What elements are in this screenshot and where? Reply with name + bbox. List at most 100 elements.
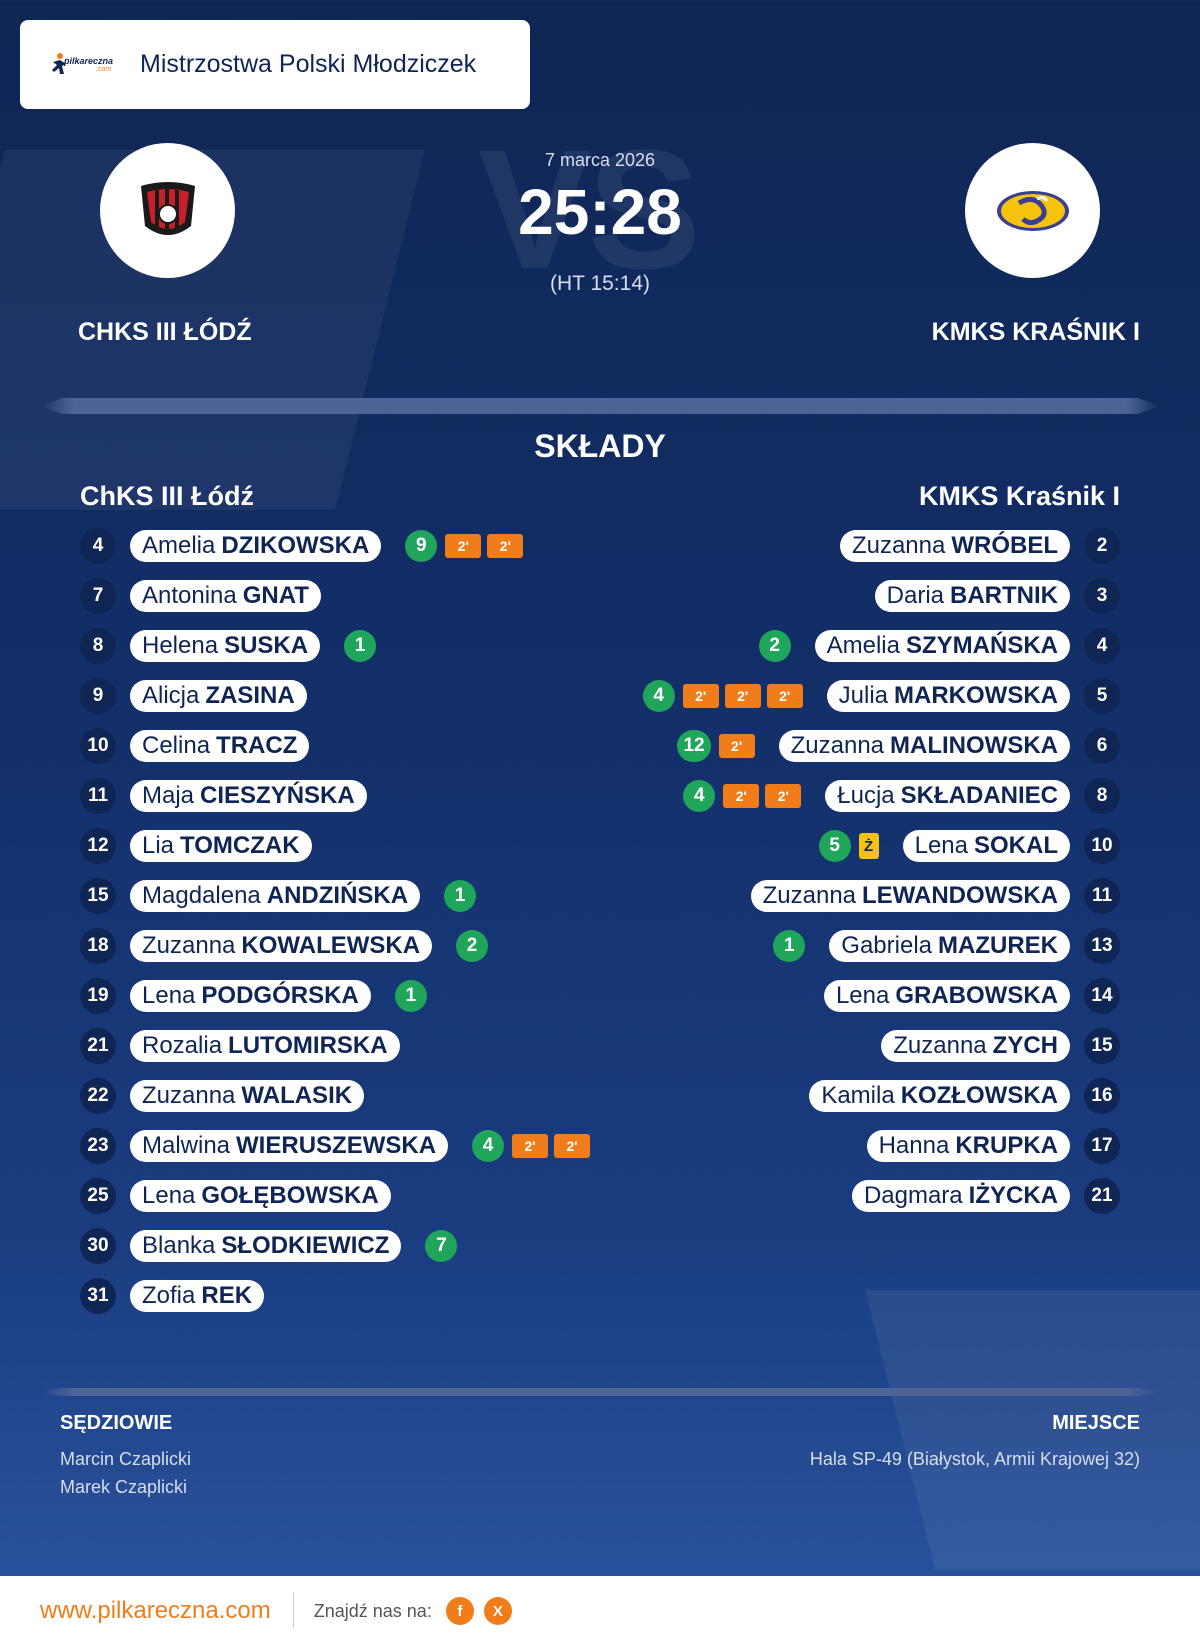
- player-row[interactable]: 11 Zuzanna LEWANDOWSKA: [750, 878, 1120, 914]
- divider: [40, 1388, 1160, 1396]
- away-team-logo[interactable]: [965, 143, 1100, 278]
- player-row[interactable]: 11 Maja CIESZYŃSKA: [80, 778, 367, 814]
- player-row[interactable]: 9 Alicja ZASINA: [80, 678, 307, 714]
- player-name[interactable]: Zuzanna KOWALEWSKA: [130, 930, 433, 962]
- player-name[interactable]: Amelia DZIKOWSKA: [130, 530, 382, 562]
- player-last-name: SŁODKIEWICZ: [221, 1232, 390, 1259]
- player-first-name: Lena: [835, 982, 890, 1009]
- player-name[interactable]: Zofia REK: [130, 1280, 265, 1312]
- goals-badge: 9: [405, 530, 438, 562]
- player-name[interactable]: Zuzanna LEWANDOWSKA: [750, 880, 1070, 912]
- player-row[interactable]: 15 Magdalena ANDZIŃSKA 1: [80, 878, 477, 914]
- player-name[interactable]: Dagmara IŻYCKA: [851, 1180, 1070, 1212]
- player-name[interactable]: Julia MARKOWSKA: [826, 680, 1070, 712]
- player-name[interactable]: Blanka SŁODKIEWICZ: [130, 1230, 402, 1262]
- player-name[interactable]: Lena PODGÓRSKA: [130, 980, 371, 1012]
- player-row[interactable]: 8 Helena SUSKA 1: [80, 628, 377, 664]
- player-stats: 7: [425, 1230, 458, 1262]
- player-last-name: SKŁADANIEC: [900, 782, 1058, 809]
- player-name[interactable]: Celina TRACZ: [130, 730, 310, 762]
- player-row[interactable]: 5 Julia MARKOWSKA 4 2' 2' 2': [642, 678, 1120, 714]
- player-row[interactable]: 14 Lena GRABOWSKA: [823, 978, 1120, 1014]
- jersey-number: 13: [1084, 928, 1120, 964]
- jersey-number: 15: [80, 878, 116, 914]
- player-last-name: LEWANDOWSKA: [862, 882, 1058, 909]
- jersey-number: 18: [80, 928, 116, 964]
- x-icon[interactable]: X: [483, 1597, 512, 1625]
- player-stats: 4 2' 2': [472, 1130, 591, 1162]
- player-name[interactable]: Zuzanna WRÓBEL: [839, 530, 1070, 562]
- player-row[interactable]: 21 Dagmara IŻYCKA: [851, 1178, 1120, 1214]
- player-row[interactable]: 10 Celina TRACZ: [80, 728, 310, 764]
- player-name[interactable]: Malwina WIERUSZEWSKA: [130, 1130, 449, 1162]
- jersey-number: 9: [80, 678, 116, 714]
- player-name[interactable]: Zuzanna ZYCH: [881, 1030, 1070, 1062]
- player-last-name: GRABOWSKA: [895, 982, 1058, 1009]
- player-row[interactable]: 18 Zuzanna KOWALEWSKA 2: [80, 928, 489, 964]
- jersey-number: 4: [1084, 628, 1120, 664]
- player-name[interactable]: Hanna KRUPKA: [866, 1130, 1070, 1162]
- goals-badge: 2: [758, 630, 791, 662]
- player-name[interactable]: Helena SUSKA: [130, 630, 321, 662]
- player-row[interactable]: 2 Zuzanna WRÓBEL: [839, 528, 1120, 564]
- player-row[interactable]: 4 Amelia SZYMAŃSKA 2: [758, 628, 1120, 664]
- player-row[interactable]: 16 Kamila KOZŁOWSKA: [809, 1078, 1120, 1114]
- goals-badge: 2: [456, 930, 489, 962]
- player-row[interactable]: 12 Lia TOMCZAK: [80, 828, 312, 864]
- referee-name: Marcin Czaplicki: [60, 1449, 192, 1469]
- player-name[interactable]: Kamila KOZŁOWSKA: [809, 1080, 1070, 1112]
- player-name[interactable]: Gabriela MAZUREK: [829, 930, 1070, 962]
- player-name[interactable]: Daria BARTNIK: [874, 580, 1070, 612]
- player-first-name: Blanka: [142, 1232, 216, 1259]
- player-row[interactable]: 3 Daria BARTNIK: [874, 578, 1120, 614]
- player-row[interactable]: 15 Zuzanna ZYCH: [881, 1028, 1120, 1064]
- player-last-name: REK: [201, 1282, 253, 1309]
- jersey-number: 19: [80, 978, 116, 1014]
- player-first-name: Daria: [886, 582, 944, 609]
- player-row[interactable]: 17 Hanna KRUPKA: [866, 1128, 1120, 1164]
- player-row[interactable]: 13 Gabriela MAZUREK 1: [773, 928, 1120, 964]
- suspension-badge: 2': [487, 534, 524, 558]
- player-last-name: KRUPKA: [955, 1132, 1058, 1159]
- jersey-number: 8: [80, 628, 116, 664]
- player-row[interactable]: 4 Amelia DZIKOWSKA 9 2' 2': [80, 528, 524, 564]
- player-name[interactable]: Zuzanna MALINOWSKA: [778, 730, 1070, 762]
- player-row[interactable]: 7 Antonina GNAT: [80, 578, 321, 614]
- player-last-name: WRÓBEL: [951, 532, 1058, 559]
- player-row[interactable]: 30 Blanka SŁODKIEWICZ 7: [80, 1228, 458, 1264]
- player-name[interactable]: Lena SOKAL: [902, 830, 1070, 862]
- site-link[interactable]: www.pilkareczna.com: [40, 1597, 271, 1624]
- player-row[interactable]: 25 Lena GOŁĘBOWSKA: [80, 1178, 391, 1214]
- player-row[interactable]: 22 Zuzanna WALASIK: [80, 1078, 365, 1114]
- player-name[interactable]: Lia TOMCZAK: [130, 830, 312, 862]
- player-name[interactable]: Rozalia LUTOMIRSKA: [130, 1030, 400, 1062]
- player-name[interactable]: Lena GOŁĘBOWSKA: [130, 1180, 391, 1212]
- player-name[interactable]: Alicja ZASINA: [130, 680, 307, 712]
- player-last-name: SOKAL: [974, 832, 1058, 859]
- away-team-name[interactable]: KMKS KRAŚNIK I: [931, 318, 1140, 346]
- player-name[interactable]: Maja CIESZYŃSKA: [130, 780, 367, 812]
- player-name[interactable]: Antonina GNAT: [130, 580, 321, 612]
- player-name[interactable]: Magdalena ANDZIŃSKA: [130, 880, 421, 912]
- facebook-icon[interactable]: f: [445, 1597, 474, 1625]
- player-row[interactable]: 8 Łucja SKŁADANIEC 4 2' 2': [683, 778, 1120, 814]
- brand-logo[interactable]: pilkareczna .com: [50, 48, 122, 82]
- player-row[interactable]: 23 Malwina WIERUSZEWSKA 4 2' 2': [80, 1128, 591, 1164]
- player-name[interactable]: Amelia SZYMAŃSKA: [814, 630, 1070, 662]
- divider: [292, 1593, 294, 1629]
- player-row[interactable]: 21 Rozalia LUTOMIRSKA: [80, 1028, 400, 1064]
- goals-badge: 1: [773, 930, 806, 962]
- player-first-name: Celina: [142, 732, 211, 759]
- jersey-number: 25: [80, 1178, 116, 1214]
- player-row[interactable]: 31 Zofia REK: [80, 1278, 265, 1314]
- jersey-number: 21: [80, 1028, 116, 1064]
- home-team-name[interactable]: CHKS III ŁÓDŹ: [78, 318, 252, 346]
- player-name[interactable]: Zuzanna WALASIK: [130, 1080, 365, 1112]
- player-row[interactable]: 6 Zuzanna MALINOWSKA 12 2': [677, 728, 1120, 764]
- player-name[interactable]: Lena GRABOWSKA: [823, 980, 1070, 1012]
- player-first-name: Rozalia: [142, 1032, 223, 1059]
- player-row[interactable]: 19 Lena PODGÓRSKA 1: [80, 978, 427, 1014]
- player-name[interactable]: Łucja SKŁADANIEC: [825, 780, 1070, 812]
- player-row[interactable]: 10 Lena SOKAL 5 Ż: [818, 828, 1120, 864]
- home-team-logo[interactable]: [100, 143, 235, 278]
